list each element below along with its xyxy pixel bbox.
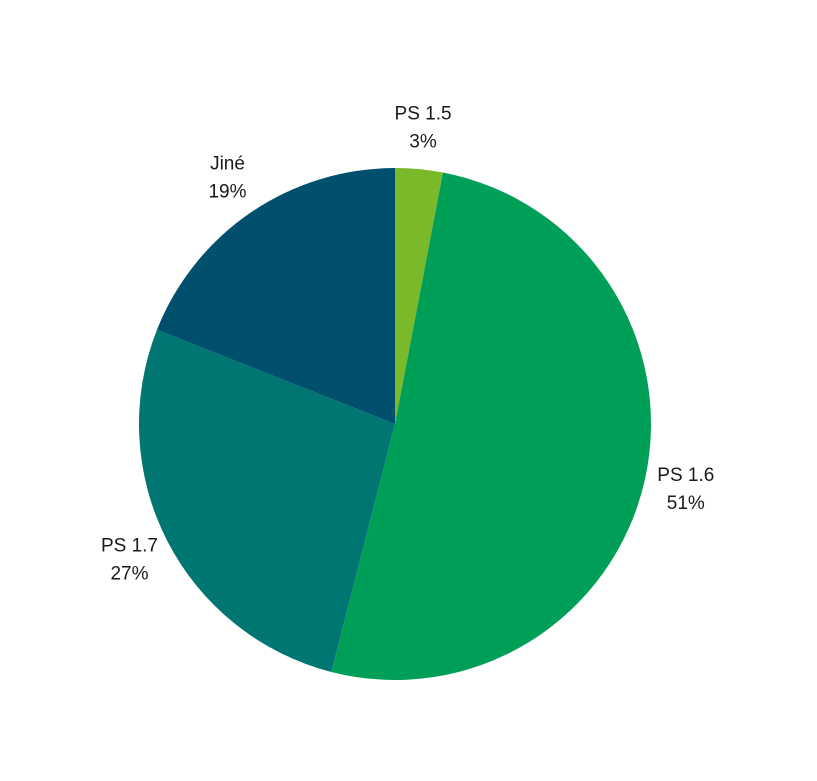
pie-slice-ps-1-5 bbox=[395, 168, 443, 424]
slice-label: Jiné bbox=[210, 154, 245, 175]
pie-slices bbox=[139, 168, 652, 681]
pie-labels: PS 1.5 3% PS 1.6 51% PS 1.7 27% Jiné 19% bbox=[101, 103, 714, 584]
pie-slice-ps-1-6 bbox=[331, 172, 652, 681]
slice-label: PS 1.5 bbox=[395, 103, 452, 124]
pie-slice-jin bbox=[156, 168, 395, 424]
slice-value-label: 51% bbox=[667, 493, 705, 514]
slice-value-label: 3% bbox=[409, 131, 437, 152]
slice-value-label: 27% bbox=[110, 563, 148, 584]
slice-label: PS 1.7 bbox=[101, 535, 158, 556]
slice-value-label: 19% bbox=[208, 182, 246, 203]
pie-slice-ps-1-7 bbox=[139, 329, 395, 672]
slice-label: PS 1.6 bbox=[657, 465, 714, 486]
